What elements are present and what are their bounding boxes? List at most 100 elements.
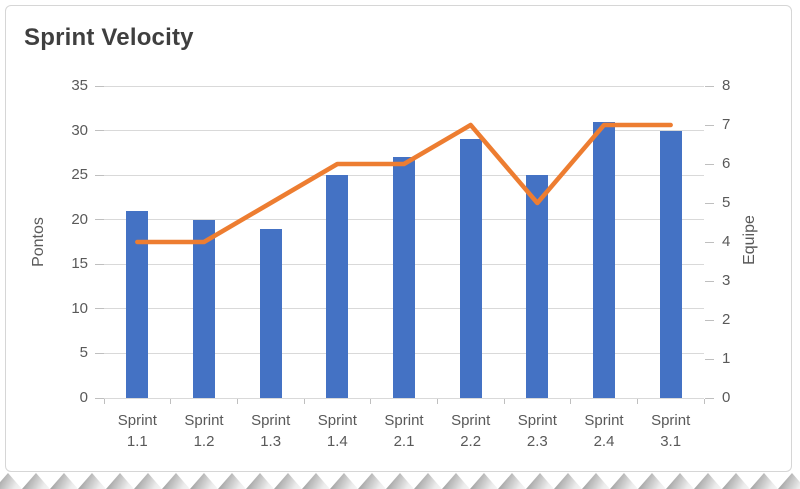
y-axis-label-left: 20: [71, 210, 88, 228]
bar-sprint-2-3: [526, 175, 549, 398]
y-axis-label-right: 6: [722, 155, 731, 172]
y-axis-label-right: 0: [722, 389, 731, 406]
y-axis-label-left: 35: [71, 77, 88, 94]
x-axis-tick: [570, 399, 572, 404]
torn-edge-triangle: [526, 473, 554, 489]
y-axis-label-right: 2: [722, 311, 731, 328]
torn-edge-triangle: [22, 473, 50, 489]
torn-edge-triangle: [330, 473, 358, 489]
right-axis-tick: [705, 241, 714, 243]
right-axis-tick: [705, 124, 714, 126]
torn-edge-triangle: [554, 473, 582, 489]
x-axis-label: Sprint 2.1: [384, 412, 424, 450]
y-axis-label-right: 3: [722, 272, 731, 289]
y-axis-label-left: 5: [79, 344, 88, 362]
right-axis-tick: [705, 202, 714, 204]
x-axis-label: Sprint 2.2: [451, 412, 491, 450]
bar-sprint-2-4: [593, 121, 615, 398]
left-axis-tick: [95, 130, 104, 132]
torn-edge-triangle: [190, 473, 218, 489]
torn-edge-triangle: [666, 473, 694, 489]
x-axis-label: Sprint 1.4: [317, 412, 357, 450]
bar-sprint-2-1: [393, 157, 415, 398]
right-axis-tick: [705, 397, 714, 399]
y-axis-label-right: 7: [722, 116, 731, 133]
left-axis-tick: [95, 263, 104, 265]
bar-sprint-2-2: [459, 139, 482, 398]
gridline: [104, 130, 704, 132]
torn-edge-triangle: [778, 473, 800, 489]
left-axis-tick: [95, 352, 104, 354]
x-axis-tick: [103, 399, 105, 404]
x-axis-tick: [170, 399, 172, 404]
left-axis-tick: [95, 85, 104, 87]
torn-edge-triangle: [722, 473, 750, 489]
x-axis-tick: [236, 399, 238, 404]
x-axis-tick: [703, 399, 705, 404]
y-axis-label-left: 25: [71, 166, 88, 184]
torn-edge-triangle: [78, 473, 106, 489]
x-axis-tick: [436, 399, 438, 404]
y-axis-label-left: 30: [71, 121, 88, 139]
right-axis-tick: [705, 163, 714, 165]
x-axis-label: Sprint 2.3: [517, 412, 557, 450]
torn-edge-triangle: [470, 473, 498, 489]
gridline: [104, 397, 704, 399]
y-axis-label-right: 4: [722, 233, 731, 250]
bar-sprint-1-1: [126, 210, 149, 398]
torn-edge-triangle: [246, 473, 274, 489]
torn-edge-triangle: [442, 473, 470, 489]
line-series-svg: [135, 122, 673, 245]
y-axis-label-left: 0: [79, 389, 88, 406]
y-axis-label-right: 5: [722, 194, 731, 211]
bar-sprint-3-1: [659, 130, 682, 398]
torn-edge-triangle: [414, 473, 442, 489]
torn-edge-triangle: [358, 473, 386, 489]
x-axis-label: Sprint 3.1: [651, 412, 691, 450]
x-axis-label: Sprint 1.2: [184, 412, 224, 450]
left-axis-tick: [95, 308, 104, 310]
torn-edge-triangle: [302, 473, 330, 489]
gridline: [104, 85, 704, 87]
torn-edge-triangle: [694, 473, 722, 489]
torn-edge-triangle: [162, 473, 190, 489]
y-axis-label-right: 8: [722, 77, 731, 94]
y-axis-label-left: 10: [71, 299, 88, 317]
torn-edge-triangle: [0, 473, 22, 489]
x-axis-tick: [636, 399, 638, 404]
torn-edge-triangle: [638, 473, 666, 489]
torn-edge-triangle: [218, 473, 246, 489]
torn-edge-triangle: [106, 473, 134, 489]
torn-edge-triangle: [582, 473, 610, 489]
bar-sprint-1-2: [193, 219, 215, 398]
bar-sprint-1-3: [259, 228, 282, 398]
y-axis-label-left: 15: [71, 255, 88, 273]
left-axis-title: Pontos: [30, 217, 47, 267]
left-axis-tick: [95, 174, 104, 176]
torn-edge-triangle: [274, 473, 302, 489]
x-axis-label: Sprint 1.1: [117, 412, 157, 450]
x-axis-tick: [303, 399, 305, 404]
torn-edge-triangle: [750, 473, 778, 489]
chart-title: Sprint Velocity: [24, 24, 194, 51]
bar-sprint-1-4: [326, 175, 349, 398]
plot-area: 0 5 10 15 20 25 30 35 0 1 2 3 4 5 6 7 8 Sprint 1.1 Sprint …: [71, 77, 730, 450]
x-axis-tick: [370, 399, 372, 404]
right-axis-tick: [705, 358, 714, 360]
torn-edge-triangle: [498, 473, 526, 489]
x-axis-tick: [503, 399, 505, 404]
torn-edge-triangle: [134, 473, 162, 489]
torn-edge-triangle: [50, 473, 78, 489]
right-axis-tick: [705, 85, 714, 87]
torn-edge-triangle: [386, 473, 414, 489]
y-axis-label-right: 1: [722, 350, 731, 367]
left-axis-tick: [95, 397, 104, 399]
right-axis-tick: [705, 280, 714, 282]
torn-edge-triangle: [610, 473, 638, 489]
x-axis-label: Sprint 1.3: [251, 412, 291, 450]
x-axis-label: Sprint 2.4: [584, 412, 624, 450]
right-axis-tick: [705, 319, 714, 321]
chart-frame: Sprint Velocity Pontos Equipe 0 5 10 15 20 25…: [5, 5, 792, 472]
torn-paper-edge: [0, 473, 800, 489]
